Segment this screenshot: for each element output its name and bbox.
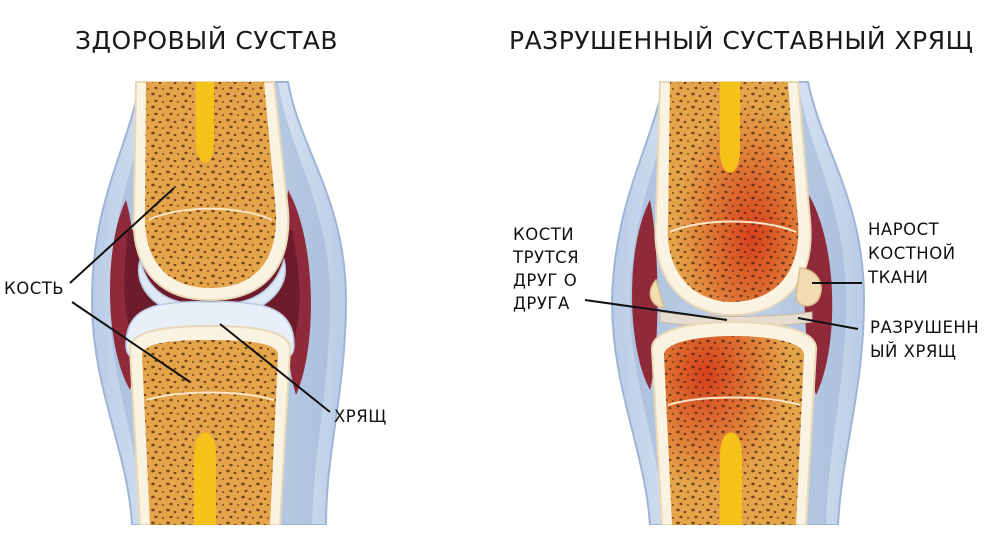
leader-cartilage xyxy=(219,323,331,413)
leader-destroyed xyxy=(797,317,859,330)
label-line: ТРУТСЯ xyxy=(513,248,580,267)
label-cartilage: ХРЯЩ xyxy=(334,407,387,426)
label-line: ДРУГ О xyxy=(513,271,578,290)
title-damaged-joint: РАЗРУШЕННЫЙ СУСТАВНЫЙ ХРЯЩ xyxy=(509,26,974,55)
label-line: ТКАНИ xyxy=(868,268,929,287)
label-line: ДРУГА xyxy=(513,294,570,313)
bone-marrow-upper xyxy=(196,82,214,163)
label-line: КОСТНОЙ xyxy=(868,244,956,263)
bone-marrow-lower xyxy=(194,432,216,525)
leader-bone-upper xyxy=(69,187,175,284)
bone-marrow-lower-damaged xyxy=(720,432,742,525)
label-line: РАЗРУШЕНН xyxy=(870,318,980,337)
bone-growth xyxy=(795,267,822,307)
leader-rubbing xyxy=(584,299,728,321)
synovial-membrane-left-damaged xyxy=(632,200,658,390)
label-line: ЫЙ ХРЯЩ xyxy=(870,342,957,361)
label-bone: КОСТЬ xyxy=(4,279,65,298)
healthy-joint xyxy=(90,81,348,525)
leader-bone-lower xyxy=(71,301,191,383)
leader-lines xyxy=(69,187,862,413)
label-line: НАРОСТ xyxy=(868,220,940,239)
title-healthy-joint: ЗДОРОВЫЙ СУСТАВ xyxy=(75,26,339,55)
damaged-joint xyxy=(610,81,866,525)
bone-marrow-upper-damaged xyxy=(720,82,740,173)
label-line: КОСТИ xyxy=(513,225,575,244)
